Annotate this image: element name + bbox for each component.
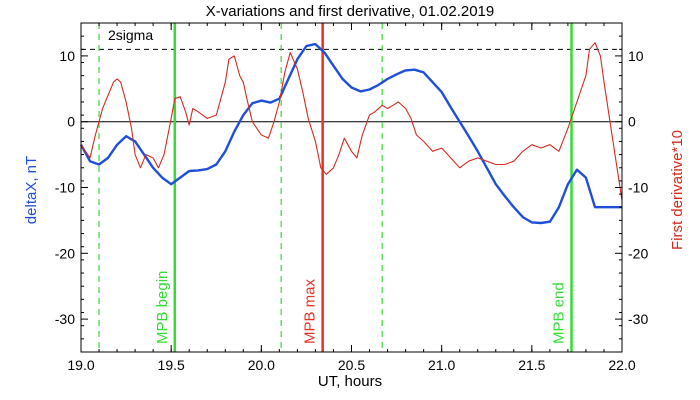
plot-area: MPB begin MPB max MPB end <box>79 23 623 352</box>
y-axis-label-left: deltaX, nT <box>23 156 40 224</box>
y-axis-label-right: First derivative*10 <box>669 130 686 250</box>
x-tick-label: 21.5 <box>518 357 545 373</box>
y-tick-label-right: 0 <box>628 114 636 130</box>
y-tick-label-left: 10 <box>59 48 75 64</box>
vertical-line-label: MPB max <box>302 278 319 344</box>
y-axis-ticks-right: 10 0 -10 -20 -30 <box>615 22 648 353</box>
y-tick-label-left: -30 <box>55 311 75 327</box>
sigma-label: 2sigma <box>108 27 153 43</box>
y-tick-label-left: 0 <box>67 114 75 130</box>
x-axis-ticks: 19.0 19.5 20.0 20.5 21.0 21.5 22.0 <box>67 23 636 373</box>
chart-title: X-variations and first derivative, 01.02… <box>206 3 495 20</box>
x-tick-label: 22.0 <box>608 357 635 373</box>
x-tick-label: 20.0 <box>248 357 275 373</box>
x-tick-label: 19.0 <box>67 357 94 373</box>
y-tick-label-right: -10 <box>628 180 648 196</box>
y-tick-label-right: 10 <box>628 48 644 64</box>
y-tick-label-left: -10 <box>55 180 75 196</box>
y-tick-label-right: -20 <box>628 245 648 261</box>
x-axis-label: UT, hours <box>318 373 382 390</box>
series-line-deltaX <box>79 42 622 225</box>
y-axis-ticks-left: 10 0 -10 -20 -30 <box>55 22 88 353</box>
x-tick-label: 20.5 <box>338 357 365 373</box>
vertical-line-label: MPB end <box>551 282 568 344</box>
series-line-derivative <box>80 42 623 201</box>
vertical-line-label: MPB begin <box>154 271 171 344</box>
y-tick-label-right: -30 <box>628 311 648 327</box>
y-tick-label-left: -20 <box>55 245 75 261</box>
x-tick-label: 21.0 <box>428 357 455 373</box>
x-tick-label: 19.5 <box>158 357 185 373</box>
